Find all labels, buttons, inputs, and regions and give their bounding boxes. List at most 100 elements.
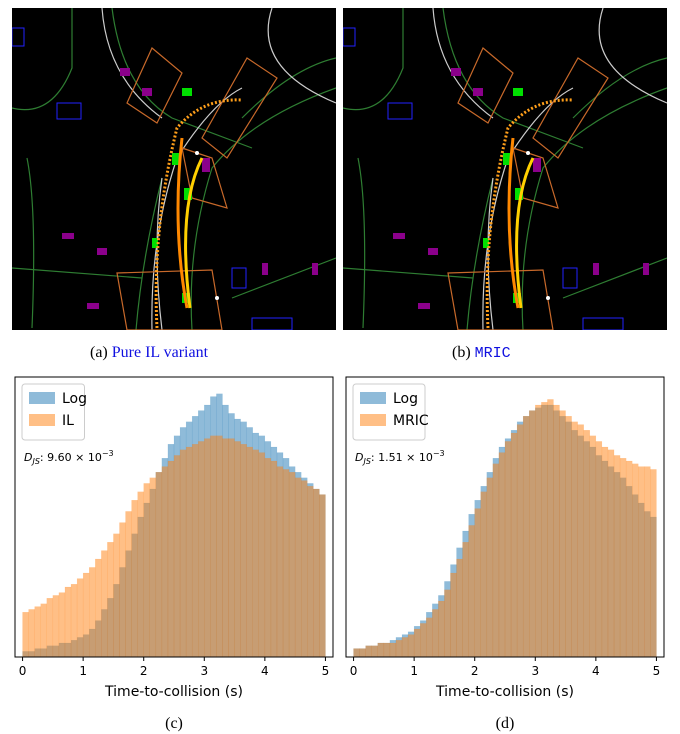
bar bbox=[40, 603, 48, 658]
bar bbox=[401, 637, 409, 658]
x-axis-label: Time-to-collision (s) bbox=[104, 684, 243, 700]
bar bbox=[547, 399, 554, 658]
bar bbox=[407, 634, 415, 658]
bar bbox=[161, 466, 169, 658]
bar bbox=[377, 642, 385, 658]
bar bbox=[167, 460, 175, 658]
x-tick-label: 3 bbox=[200, 664, 208, 678]
bar bbox=[650, 469, 657, 658]
legend-label: IL bbox=[62, 413, 74, 429]
bar bbox=[607, 449, 615, 658]
annotation-superscript: −3 bbox=[433, 449, 445, 458]
bar bbox=[222, 438, 229, 658]
bar bbox=[371, 645, 379, 658]
bar bbox=[644, 466, 651, 658]
bar bbox=[119, 522, 126, 658]
bar bbox=[191, 444, 199, 658]
caption-label: (b) bbox=[452, 344, 471, 361]
bar bbox=[480, 491, 488, 658]
bar bbox=[252, 449, 260, 658]
bar bbox=[58, 592, 66, 658]
bar bbox=[288, 472, 296, 658]
bar bbox=[498, 452, 506, 658]
bar bbox=[240, 444, 247, 658]
bar bbox=[258, 452, 266, 658]
bar bbox=[632, 463, 639, 658]
bar bbox=[395, 640, 403, 658]
map-image bbox=[343, 8, 667, 330]
legend-swatch bbox=[29, 414, 55, 426]
bar bbox=[22, 612, 29, 658]
bar bbox=[504, 441, 512, 658]
bar bbox=[131, 500, 138, 658]
bar bbox=[270, 460, 278, 658]
bar bbox=[365, 645, 372, 658]
bar bbox=[64, 586, 72, 658]
bar bbox=[210, 435, 217, 658]
bar bbox=[353, 648, 360, 658]
x-tick-label: 0 bbox=[350, 664, 358, 678]
bar bbox=[535, 404, 542, 658]
bar bbox=[34, 606, 41, 658]
annotation-text: : 1.51 × 10 bbox=[371, 451, 433, 464]
bar bbox=[301, 480, 308, 658]
legend-label: Log bbox=[393, 391, 418, 407]
bar bbox=[185, 446, 193, 658]
caption-text: MRIC bbox=[475, 345, 511, 362]
bar bbox=[450, 572, 457, 658]
x-tick-label: 1 bbox=[79, 664, 87, 678]
bar bbox=[553, 404, 560, 658]
x-tick-label: 1 bbox=[410, 664, 418, 678]
legend-swatch bbox=[29, 392, 55, 404]
bar bbox=[82, 572, 90, 658]
bar bbox=[468, 525, 475, 658]
bar bbox=[204, 438, 211, 658]
bar bbox=[28, 609, 35, 658]
x-tick-label: 4 bbox=[592, 664, 600, 678]
bar bbox=[577, 424, 584, 658]
bar bbox=[383, 642, 391, 658]
x-tick-label: 2 bbox=[471, 664, 479, 678]
annotation-symbol: D bbox=[24, 451, 32, 464]
bar bbox=[307, 486, 314, 658]
bar bbox=[638, 466, 645, 658]
bar bbox=[264, 458, 272, 658]
bar bbox=[52, 595, 60, 658]
bar bbox=[420, 623, 427, 658]
axes-frame bbox=[345, 376, 665, 658]
bar bbox=[583, 430, 591, 658]
bar bbox=[413, 628, 421, 658]
bar bbox=[516, 424, 524, 658]
x-tick-label: 5 bbox=[322, 664, 330, 678]
bar bbox=[432, 609, 439, 658]
bar bbox=[571, 421, 578, 658]
bar bbox=[474, 508, 481, 658]
axes-frame bbox=[14, 376, 334, 658]
bar bbox=[294, 477, 302, 658]
bar bbox=[198, 441, 205, 658]
bar bbox=[246, 446, 253, 658]
bar bbox=[613, 455, 621, 658]
bar bbox=[444, 589, 451, 658]
bar bbox=[88, 567, 96, 658]
bar bbox=[559, 410, 566, 658]
caption-label: (a) bbox=[90, 344, 108, 361]
bar bbox=[46, 598, 54, 658]
bar bbox=[595, 441, 603, 658]
x-tick-label: 3 bbox=[531, 664, 539, 678]
bar bbox=[179, 449, 187, 658]
bar bbox=[125, 511, 132, 658]
bar bbox=[389, 642, 397, 658]
annotation: DJS: 9.60 × 10−3 bbox=[24, 449, 114, 466]
annotation-symbol: D bbox=[355, 451, 363, 464]
map-image bbox=[12, 8, 336, 330]
bar bbox=[76, 578, 84, 658]
image-caption: (b) MRIC bbox=[452, 344, 511, 362]
x-tick-label: 2 bbox=[140, 664, 148, 678]
bar bbox=[541, 402, 548, 658]
bar bbox=[619, 458, 627, 658]
bar bbox=[589, 435, 597, 658]
bar bbox=[522, 416, 530, 658]
